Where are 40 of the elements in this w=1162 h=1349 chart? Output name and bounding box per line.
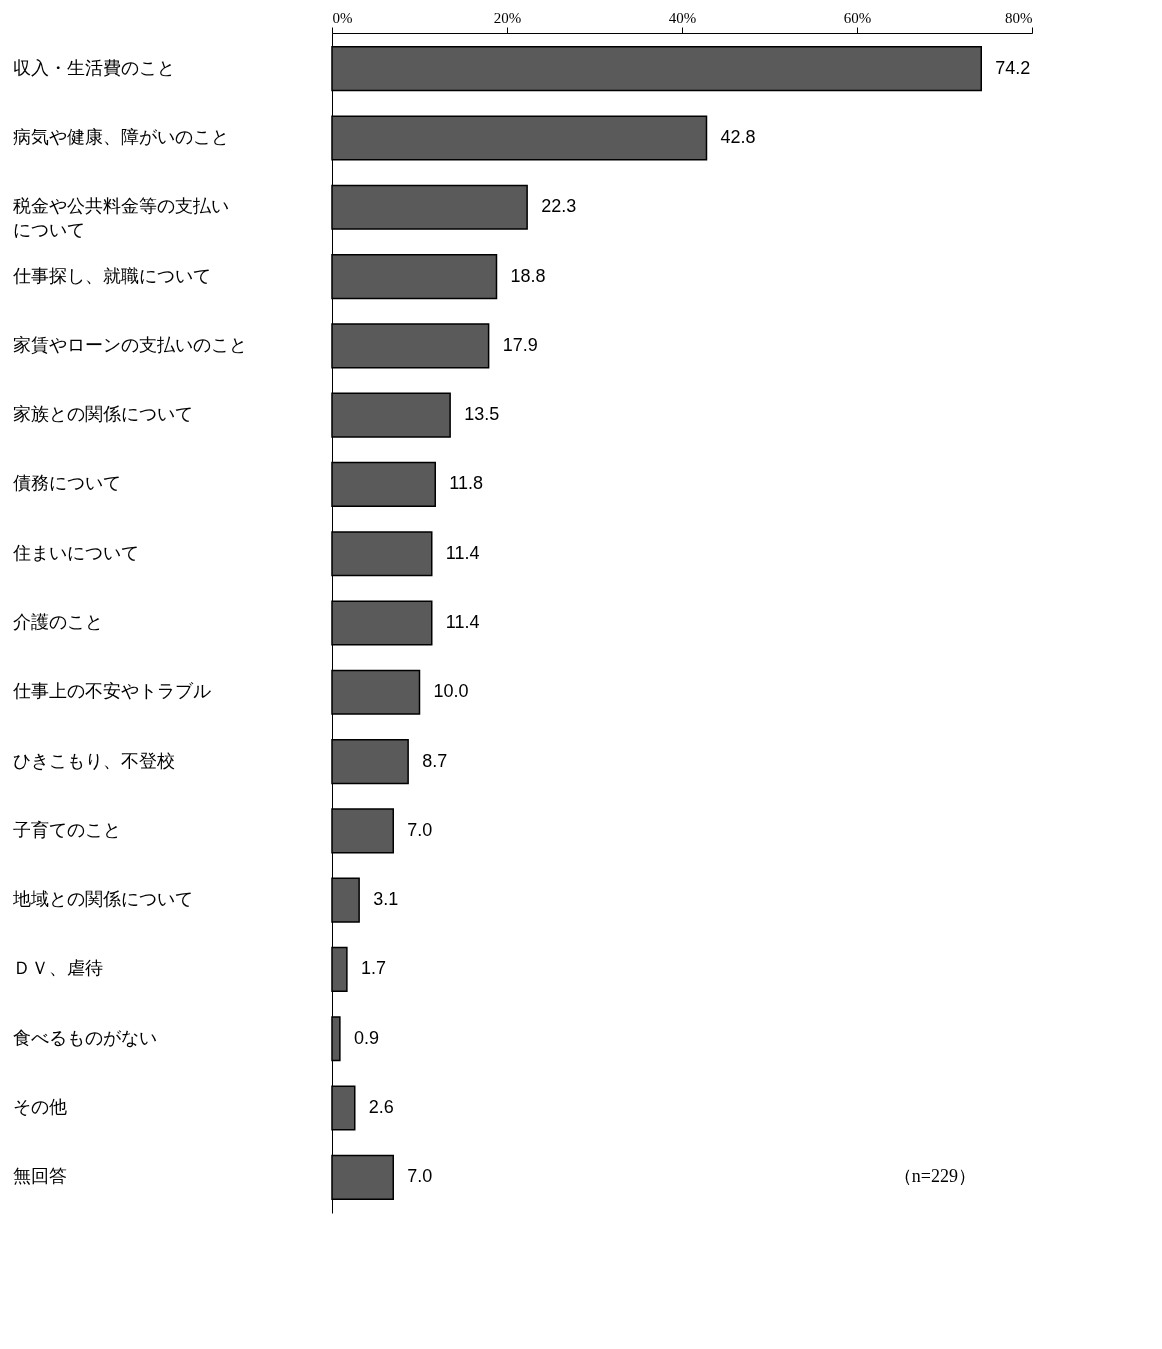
y-tick-label: その他 [12, 1097, 67, 1118]
data-label: 74.2 [995, 57, 1031, 78]
x-tick-label: 80% [1005, 9, 1033, 26]
data-label: 11.4 [445, 542, 480, 563]
y-tick-label: 収入・生活費のこと [12, 57, 175, 78]
y-tick-label: 債務について [12, 473, 121, 494]
y-tick-label: 病気や健康、障がいのこと [12, 126, 229, 147]
y-tick-label: ひきこもり、不登校 [12, 750, 175, 771]
data-label: 13.5 [464, 404, 500, 425]
y-tick-label: 仕事探し、就職について [11, 265, 211, 286]
data-label: 11.4 [445, 612, 480, 632]
x-tick-label: 0% [332, 9, 353, 26]
y-tick-label: 家族との関係について [12, 404, 193, 425]
y-tick-label: 家賃やローンの支払いのこと [12, 334, 247, 355]
data-label: 2.6 [368, 1097, 394, 1118]
x-tick-label: 40% [668, 9, 697, 26]
y-tick-label: 仕事上の不安やトラブル [11, 681, 211, 702]
data-label: 17.9 [502, 334, 538, 355]
annotation: （n=229） [893, 1166, 976, 1187]
y-tick-label: 食べるものがない [12, 1027, 157, 1048]
y-tick-label: 子育てのこと [12, 819, 121, 840]
data-label: 7.0 [407, 1166, 433, 1187]
data-label: 0.9 [353, 1027, 379, 1048]
data-label: 3.1 [373, 889, 399, 910]
y-tick-label: 地域との関係について [11, 889, 193, 910]
data-label: 10.0 [433, 681, 469, 702]
x-tick-label: 60% [843, 9, 872, 26]
x-tick-label: 20% [493, 9, 522, 26]
y-tick-label: 住まいについて [11, 542, 139, 563]
data-label: 42.8 [720, 126, 756, 147]
data-label: 8.7 [422, 750, 448, 771]
data-label: 11.8 [449, 473, 483, 494]
data-label: 1.7 [360, 958, 386, 979]
data-label: 7.0 [407, 819, 433, 840]
y-tick-label: ＤＶ、虐待 [12, 958, 103, 979]
y-tick-label: 無回答 [12, 1166, 67, 1187]
data-label: 22.3 [541, 196, 577, 217]
y-tick-label: 税金や公共料金等の支払いについて [12, 196, 229, 241]
data-label: 18.8 [510, 265, 546, 286]
y-tick-label: 介護のこと [12, 612, 103, 632]
